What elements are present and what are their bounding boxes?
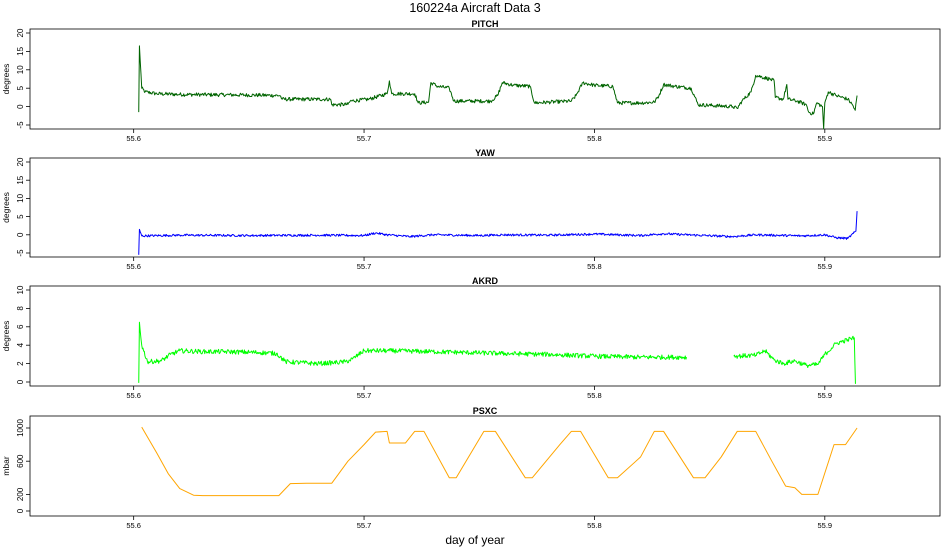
panel-title: YAW [475, 148, 495, 158]
plot-frame [29, 415, 941, 517]
y-tick-label: 10 [16, 193, 25, 202]
y-tick-label: -5 [16, 249, 25, 257]
x-tick-label: 55.9 [818, 391, 833, 400]
x-tick-label: 55.6 [126, 521, 141, 530]
x-tick-label: 55.7 [357, 391, 372, 400]
plot-frame [29, 157, 941, 258]
y-tick-label: 15 [16, 175, 25, 184]
panel-title: PITCH [472, 19, 499, 29]
y-tick-label: 200 [16, 487, 25, 501]
y-tick-label: 2 [16, 361, 25, 366]
x-tick-label: 55.9 [818, 521, 833, 530]
plot-frame [29, 28, 941, 130]
series-line-yaw [138, 211, 858, 255]
y-tick-label: 5 [16, 85, 25, 90]
panel-title: AKRD [472, 276, 498, 286]
series-line-pitch [138, 45, 858, 130]
x-tick-label: 55.7 [357, 262, 372, 271]
panel-psxc: PSXC mbar 0 200 600 1000 55.6 55.7 55.8 55.9 [1, 406, 941, 530]
y-tick-label: 5 [16, 214, 25, 219]
y-tick-label: 10 [16, 65, 25, 74]
x-tick-label: 55.8 [587, 262, 602, 271]
panel-title: PSXC [473, 406, 498, 416]
series-line-psxc [141, 426, 858, 497]
x-tick-label: 55.7 [357, 521, 372, 530]
y-tick-label: 15 [16, 46, 25, 55]
y-tick-label: 4 [16, 342, 25, 347]
y-tick-label: -5 [16, 121, 25, 129]
y-axis-label: degrees [1, 64, 11, 95]
y-tick-label: 600 [16, 454, 25, 468]
y-axis-label: degrees [1, 192, 11, 223]
x-tick-label: 55.8 [587, 521, 602, 530]
y-tick-label: 0 [16, 379, 25, 384]
x-tick-label: 55.8 [587, 134, 602, 143]
panel-pitch: PITCH degrees -5 0 5 10 15 20 55.6 55.7 55.8 55.9 [1, 19, 941, 143]
y-tick-label: 20 [16, 28, 25, 37]
panel-akrd: AKRD degrees 0 2 4 6 8 10 55.6 55.7 55.8 55.9 [1, 276, 941, 400]
y-tick-label: 0 [16, 232, 25, 237]
y-tick-label: 0 [16, 104, 25, 109]
x-tick-label: 55.8 [587, 391, 602, 400]
x-tick-label: 55.7 [357, 134, 372, 143]
x-tick-label: 55.9 [818, 262, 833, 271]
y-tick-label: 10 [16, 285, 25, 294]
figure-title: 160224a Aircraft Data 3 [409, 1, 540, 15]
y-tick-label: 0 [16, 508, 25, 513]
panel-yaw: YAW degrees -5 0 5 10 15 20 55.6 55.7 55.8 55.9 [1, 148, 941, 271]
y-tick-label: 20 [16, 157, 25, 166]
y-tick-label: 1000 [16, 419, 25, 437]
y-axis-label: mbar [1, 456, 11, 476]
y-axis-label: degrees [1, 321, 11, 352]
y-tick-label: 8 [16, 306, 25, 311]
plot-frame [29, 285, 941, 387]
x-axis-label: day of year [445, 533, 504, 547]
x-tick-label: 55.6 [126, 262, 141, 271]
x-tick-label: 55.6 [126, 391, 141, 400]
x-tick-label: 55.6 [126, 134, 141, 143]
series-line-akrd [138, 321, 856, 384]
x-tick-label: 55.9 [818, 134, 833, 143]
y-tick-label: 6 [16, 324, 25, 329]
